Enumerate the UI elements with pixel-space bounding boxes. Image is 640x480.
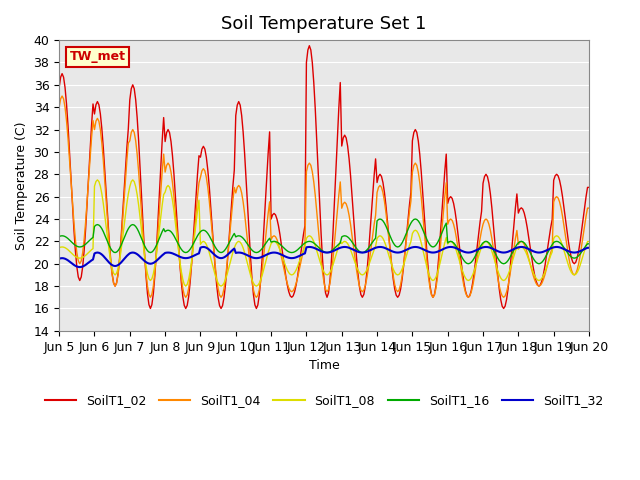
SoilT1_02: [585, 184, 593, 190]
SoilT1_16: [465, 261, 472, 266]
X-axis label: Time: Time: [308, 359, 339, 372]
SoilT1_32: [378, 244, 385, 250]
Line: SoilT1_32: SoilT1_32: [59, 247, 589, 267]
SoilT1_16: [154, 240, 162, 245]
SoilT1_02: [147, 306, 154, 312]
SoilT1_08: [378, 234, 385, 240]
SoilT1_16: [524, 244, 531, 250]
SoilT1_32: [70, 262, 77, 268]
SoilT1_04: [389, 273, 397, 279]
SoilT1_32: [524, 245, 531, 251]
Y-axis label: Soil Temperature (C): Soil Temperature (C): [15, 121, 28, 250]
SoilT1_08: [55, 245, 63, 251]
SoilT1_32: [389, 249, 397, 254]
Line: SoilT1_16: SoilT1_16: [59, 219, 589, 264]
SoilT1_32: [585, 245, 593, 251]
SoilT1_08: [360, 272, 367, 277]
SoilT1_04: [72, 236, 79, 242]
SoilT1_16: [388, 237, 396, 243]
SoilT1_08: [524, 252, 531, 258]
SoilT1_02: [156, 194, 163, 200]
SoilT1_32: [200, 244, 207, 250]
SoilT1_02: [524, 225, 531, 230]
SoilT1_16: [374, 216, 382, 222]
SoilT1_02: [305, 43, 313, 48]
SoilT1_32: [360, 250, 367, 255]
SoilT1_02: [378, 173, 385, 179]
SoilT1_04: [524, 250, 531, 255]
SoilT1_04: [360, 288, 367, 293]
SoilT1_04: [55, 104, 63, 110]
SoilT1_04: [585, 205, 593, 211]
SoilT1_16: [357, 250, 365, 255]
SoilT1_02: [55, 84, 63, 90]
SoilT1_02: [360, 292, 367, 298]
SoilT1_16: [70, 241, 77, 247]
SoilT1_08: [585, 239, 593, 244]
SoilT1_02: [389, 276, 397, 282]
Line: SoilT1_04: SoilT1_04: [59, 96, 589, 297]
SoilT1_08: [93, 177, 101, 183]
SoilT1_16: [585, 241, 593, 247]
SoilT1_08: [156, 228, 163, 233]
Legend: SoilT1_02, SoilT1_04, SoilT1_08, SoilT1_16, SoilT1_32: SoilT1_02, SoilT1_04, SoilT1_08, SoilT1_…: [40, 389, 608, 412]
SoilT1_08: [70, 252, 77, 258]
SoilT1_04: [378, 184, 385, 190]
SoilT1_04: [58, 93, 66, 99]
SoilT1_16: [376, 216, 384, 222]
Title: Soil Temperature Set 1: Soil Temperature Set 1: [221, 15, 427, 33]
Line: SoilT1_02: SoilT1_02: [59, 46, 589, 309]
SoilT1_32: [76, 264, 84, 270]
SoilT1_32: [156, 255, 163, 261]
SoilT1_02: [70, 226, 77, 232]
SoilT1_32: [55, 256, 63, 262]
SoilT1_04: [157, 189, 164, 194]
SoilT1_08: [182, 283, 189, 289]
SoilT1_08: [389, 266, 397, 272]
Line: SoilT1_08: SoilT1_08: [59, 180, 589, 286]
Text: TW_met: TW_met: [70, 50, 125, 63]
SoilT1_04: [147, 294, 154, 300]
SoilT1_16: [55, 234, 63, 240]
